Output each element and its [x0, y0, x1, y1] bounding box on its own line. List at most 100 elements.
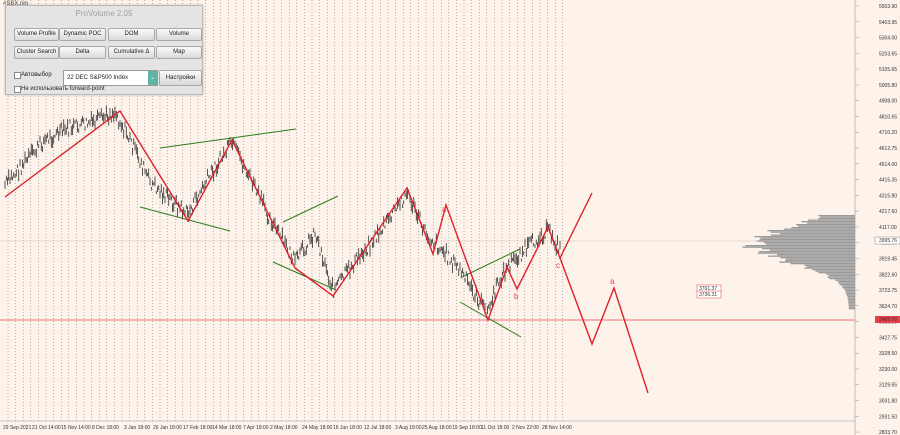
profile-bar: [760, 237, 855, 239]
delta-button[interactable]: Delta: [59, 46, 106, 59]
price-tick-label: 4810.65: [879, 114, 897, 120]
time-tick-label: 28 Nov 14:00: [542, 425, 572, 431]
profile-bar: [756, 240, 855, 242]
profile-bar: [839, 284, 855, 286]
time-tick-label: 19 Sep 18:00: [452, 425, 482, 431]
price-tick-label: 4908.00: [879, 99, 897, 105]
cluster-search-button[interactable]: Cluster Search: [14, 46, 59, 59]
dom-button[interactable]: DOM: [108, 28, 155, 41]
time-tick-label: 16 Jun 18:00: [333, 425, 362, 431]
instrument-value: 22 DEC S&P500 Index: [67, 75, 129, 81]
cumulative-delta-button[interactable]: Cumulative Δ: [108, 46, 155, 59]
time-tick-label: 11 Oct 18:00: [481, 425, 509, 431]
price-tick-label: 5005.80: [879, 83, 897, 89]
dynamic-poc-button[interactable]: Dynamic POC: [59, 28, 106, 41]
profile-bar: [847, 297, 855, 299]
map-button[interactable]: Map: [156, 46, 202, 59]
profile-bar: [790, 263, 855, 265]
price-tick-label: 5503.90: [879, 4, 897, 10]
profile-bar: [848, 305, 855, 307]
price-tick-label: 4415.35: [879, 178, 897, 184]
profile-bar: [848, 300, 855, 302]
auto-select-label: Автовыбор: [21, 72, 52, 78]
price-tick-label: 4217.60: [879, 209, 897, 215]
provolume-panel[interactable]: ProVolume 2.05 Volume Profile Dynamic PO…: [5, 5, 203, 95]
chevron-down-icon[interactable]: ⌄: [148, 71, 157, 85]
wave-label: a: [442, 205, 447, 214]
price-tick-label: 3230.00: [879, 367, 897, 373]
price-tick-label: 3427.75: [879, 335, 897, 341]
profile-bar: [845, 291, 855, 293]
profile-bar: [818, 272, 855, 274]
time-tick-label: 29 Sep 2021: [3, 425, 32, 431]
panel-title: ProVolume 2.05: [75, 9, 133, 18]
trend-line: [272, 261, 337, 291]
profile-bar: [759, 251, 855, 253]
profile-bar: [796, 224, 855, 226]
profile-bar: [798, 225, 855, 227]
current-price-label: 3995.76: [879, 238, 897, 244]
profile-bar: [827, 276, 855, 278]
profile-bar: [807, 219, 855, 221]
profile-bar: [837, 281, 855, 283]
level-labels: 3761.37 3736.31: [696, 284, 722, 299]
profile-bar: [826, 273, 855, 275]
profile-bar: [766, 243, 855, 245]
instrument-select[interactable]: 22 DEC S&P500 Index ⌄: [63, 70, 158, 86]
time-tick-label: 24 May 18:00: [302, 425, 333, 431]
price-tick-label: 4612.75: [879, 146, 897, 152]
support-price-box: [875, 316, 900, 323]
profile-bar: [759, 239, 855, 241]
profile-bar: [829, 278, 855, 280]
symbol-label: #SBX.nm: [3, 1, 29, 7]
profile-bar: [815, 270, 855, 272]
volume-button[interactable]: Volume: [156, 28, 202, 41]
wave-label: a: [610, 277, 615, 286]
time-tick-label: 21 Oct 14:00: [32, 425, 61, 431]
checkbox-icon[interactable]: [14, 86, 21, 93]
time-tick-label: 8 Dec 18:00: [92, 425, 119, 431]
time-tick-label: 15 Nov 14:00: [61, 425, 91, 431]
wave-label: c: [556, 261, 560, 270]
profile-bar: [770, 231, 855, 233]
profile-bar: [818, 215, 855, 217]
support-price-label: 3489.76: [879, 317, 897, 323]
settings-button[interactable]: Настройки: [159, 70, 202, 86]
profile-bar: [818, 218, 855, 220]
profile-bar: [842, 287, 855, 289]
price-tick-label: 4514.00: [879, 162, 897, 168]
trend-line: [139, 206, 231, 232]
price-tick-label: 4315.80: [879, 193, 897, 199]
wave-path: [4, 109, 593, 323]
current-price-box: [874, 236, 900, 245]
profile-bar: [804, 267, 855, 269]
time-tick-label: 7 Apr 18:00: [243, 425, 269, 431]
volume-profile-button[interactable]: Volume Profile: [14, 28, 59, 41]
price-tick-label: 4710.20: [879, 130, 897, 136]
vertical-grid: [7, 0, 564, 421]
volume-profile-histogram: [742, 215, 855, 310]
profile-bar: [757, 252, 855, 254]
time-tick-label: 2 Nov 22:00: [512, 425, 539, 431]
profile-bar: [777, 254, 855, 256]
profile-bar: [754, 236, 855, 238]
profile-bar: [779, 261, 855, 263]
wave-lines: [4, 109, 649, 394]
profile-bar: [848, 302, 855, 304]
time-tick-label: 3 Jan 18:00: [124, 425, 150, 431]
profile-bar: [780, 233, 855, 235]
profile-bar: [780, 257, 855, 259]
profile-bar: [769, 249, 855, 251]
profile-bar: [812, 269, 855, 271]
wave-labels: a b c a: [442, 205, 615, 301]
profile-bar: [783, 228, 855, 230]
time-tick-label: 25 Aug 18:00: [422, 425, 452, 431]
level-label: 3736.31: [699, 292, 717, 298]
price-tick-label: 3129.65: [879, 383, 897, 389]
trend-line: [282, 195, 339, 223]
profile-bar: [838, 282, 855, 284]
price-tick-label: 2833.70: [879, 430, 897, 435]
checkbox-icon[interactable]: [14, 72, 21, 79]
profile-bar: [745, 245, 855, 247]
profile-bar: [806, 266, 855, 268]
